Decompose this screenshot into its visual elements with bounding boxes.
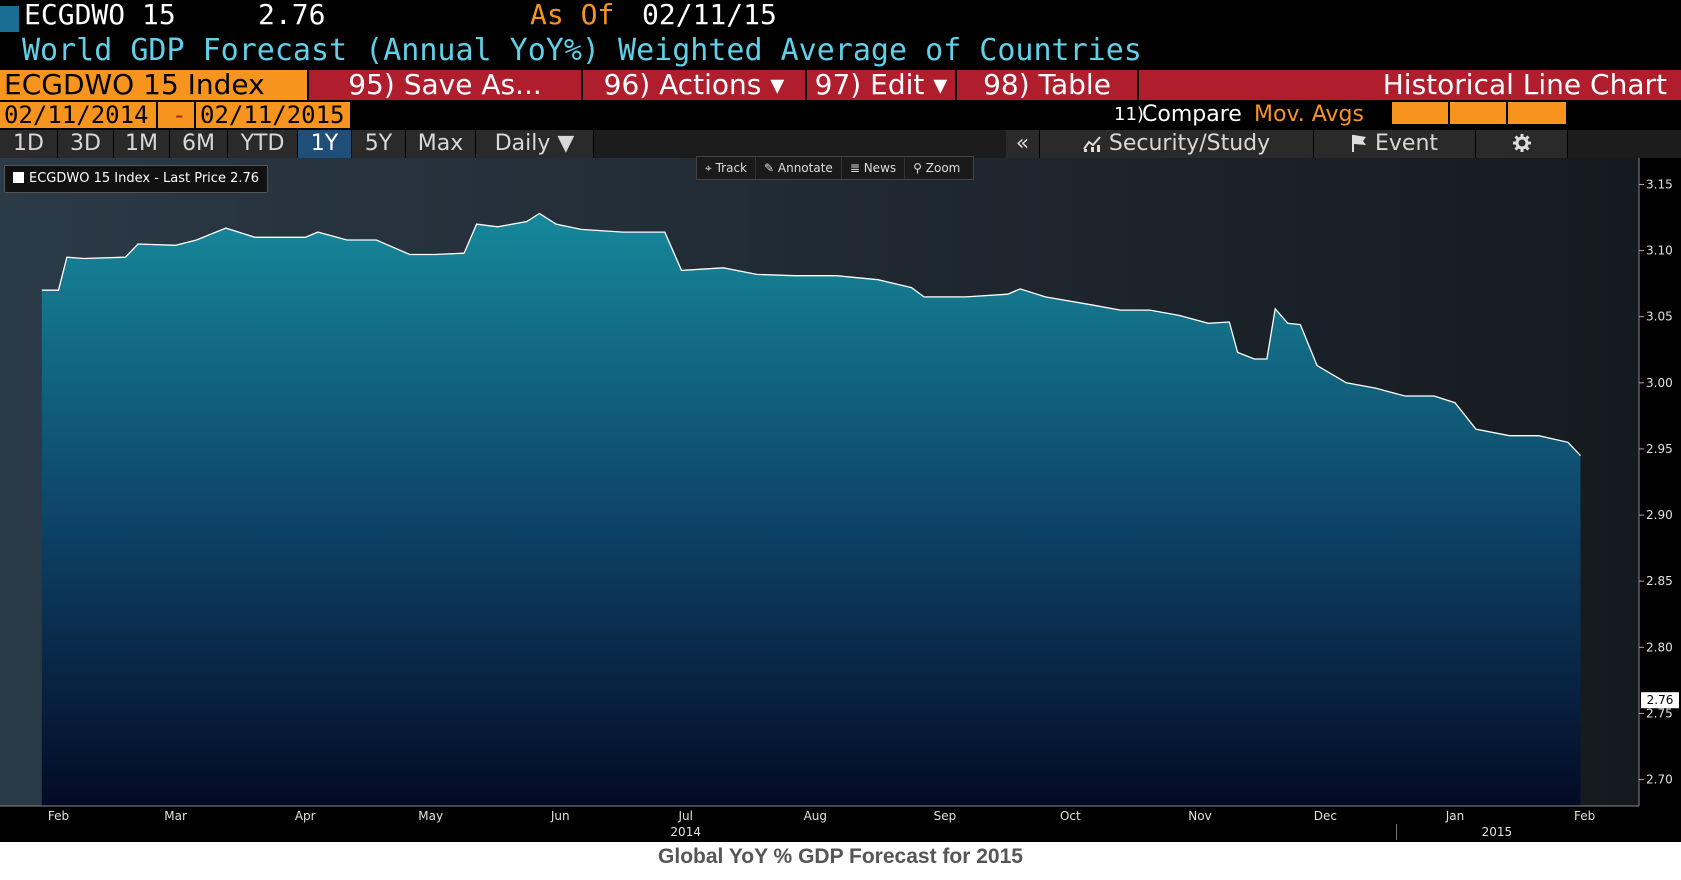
function-toolbar: ECGDWO 15 Index 95) Save As... 96) Actio… (0, 70, 1681, 100)
zoom-label: Zoom (925, 161, 961, 175)
save-as-button[interactable]: 95) Save As... (309, 70, 581, 100)
annotate-label: Annotate (777, 161, 833, 175)
x-tick-label: May (418, 809, 443, 823)
last-price: 2.76 (258, 0, 326, 31)
x-tick-label: Jan (1445, 809, 1465, 823)
tab-1y[interactable]: 1Y (298, 130, 352, 158)
news-button[interactable]: ≣ News (842, 157, 906, 179)
collapse-button[interactable]: « (1006, 130, 1040, 158)
zoom-button[interactable]: ⚲ Zoom (905, 157, 968, 179)
legend-swatch (13, 172, 24, 183)
x-tick-label: Aug (804, 809, 827, 823)
x-tick-label: Apr (295, 809, 316, 823)
table-button[interactable]: 98) Table (957, 70, 1137, 100)
chart-type-label: Historical Line Chart (1139, 70, 1681, 100)
edit-button[interactable]: 97) Edit ▾ (807, 70, 955, 100)
tab-1d[interactable]: 1D (0, 130, 58, 158)
x-tick-label: Dec (1314, 809, 1337, 823)
legend-label: ECGDWO 15 Index - Last Price 2.76 (29, 171, 260, 186)
date-dash: - (158, 102, 194, 128)
end-date-field[interactable]: 02/11/2015 (196, 102, 350, 128)
settings-button[interactable] (1476, 130, 1568, 158)
ticker-header: ECGDWO 15 2.76 As Of 02/11/15 (0, 0, 1681, 34)
security-study-label: Security/Study (1108, 131, 1271, 156)
index-name-field[interactable]: ECGDWO 15 Index (0, 70, 307, 100)
y-tick-label: 2.90 (1646, 508, 1673, 522)
y-tick-label: 2.95 (1646, 442, 1673, 456)
compare-button[interactable]: Compare (1142, 102, 1242, 127)
compare-slot-1[interactable] (1392, 102, 1448, 124)
x-axis-panel (0, 806, 1681, 842)
frequency-dropdown[interactable]: Daily ▼ (476, 130, 594, 158)
y-tick-label: 2.80 (1646, 640, 1673, 654)
event-label: Event (1374, 131, 1439, 156)
tab-5y[interactable]: 5Y (352, 130, 406, 158)
x-tick-label: Nov (1188, 809, 1211, 823)
x-year-label: 2015 (1482, 825, 1513, 839)
figure-caption: Global YoY % GDP Forecast for 2015 (658, 845, 1023, 868)
y-axis-ticks: 3.15 3.10 3.05 3.00 2.95 2.90 2.85 2.80 2.75 2.70 (1639, 177, 1673, 787)
x-tick-label: Oct (1060, 809, 1081, 823)
tab-max[interactable]: Max (406, 130, 476, 158)
x-year-label: 2014 (670, 825, 701, 839)
crosshair-icon: ⌖ (705, 161, 712, 175)
date-range-row: 02/11/2014 - 02/11/2015 11) Compare Mov.… (0, 102, 1681, 128)
flag-icon (1351, 132, 1367, 160)
chart-legend[interactable]: ECGDWO 15 Index - Last Price 2.76 (4, 165, 269, 193)
series-line (41, 212, 1581, 457)
tab-ytd[interactable]: YTD (228, 130, 298, 158)
period-tabs: 1D 3D 1M 6M YTD 1Y 5Y Max Daily ▼ « Secu… (0, 130, 1681, 158)
compare-slot-2[interactable] (1450, 102, 1506, 124)
as-of-date: 02/11/15 (642, 0, 777, 31)
y-tick-label: 3.00 (1646, 376, 1673, 390)
pencil-icon: ✎ (764, 161, 775, 175)
y-tick-label: 3.05 (1646, 310, 1673, 324)
security-description: World GDP Forecast (Annual YoY%) Weighte… (22, 33, 1142, 68)
series-area (41, 213, 1581, 806)
y-tick-label: 2.75 (1646, 706, 1673, 720)
start-date-field[interactable]: 02/11/2014 (0, 102, 156, 128)
x-tick-label: Feb (1574, 809, 1595, 823)
compare-slot-3[interactable] (1508, 102, 1566, 124)
y-tick-label: 3.10 (1646, 244, 1673, 258)
x-tick-label: Sep (934, 809, 957, 823)
track-button[interactable]: ⌖ Track (697, 157, 756, 179)
gear-icon (1512, 132, 1531, 160)
terminal-window: ECGDWO 15 2.76 As Of 02/11/15 World GDP … (0, 0, 1681, 842)
tab-6m[interactable]: 6M (170, 130, 228, 158)
y-tick-label: 2.85 (1646, 574, 1673, 588)
y-tick-label: 3.15 (1646, 177, 1673, 191)
x-axis-ticks: Feb Mar Apr May Jun Jul Aug Sep Oct Nov Dec Jan Feb 2… (48, 809, 1595, 840)
ticker-marker (0, 6, 19, 32)
y-tick-label: 2.70 (1646, 773, 1673, 787)
tab-3d[interactable]: 3D (58, 130, 114, 158)
track-label: Track (715, 161, 747, 175)
last-price-label: 2.76 (1647, 693, 1674, 707)
x-tick-label: Jul (677, 809, 692, 823)
price-chart[interactable]: 3.15 3.10 3.05 3.00 2.95 2.90 2.85 2.80 2.75 2.70… (0, 158, 1681, 842)
mov-avgs-button[interactable]: Mov. Avgs (1254, 102, 1364, 127)
magnifier-icon: ⚲ (913, 161, 922, 175)
event-button[interactable]: Event (1314, 130, 1476, 158)
annotate-button[interactable]: ✎ Annotate (756, 157, 842, 179)
x-tick-label: Mar (164, 809, 187, 823)
security-study-button[interactable]: Security/Study (1040, 130, 1314, 158)
chart-mini-toolbar: ⌖ Track ✎ Annotate ≣ News ⚲ Zoom (696, 156, 974, 180)
compare-prefix: 11) (1114, 104, 1144, 125)
news-icon: ≣ (849, 161, 860, 175)
actions-button[interactable]: 96) Actions ▾ (583, 70, 805, 100)
tab-1m[interactable]: 1M (114, 130, 170, 158)
news-label: News (863, 161, 897, 175)
last-price-marker: 2.76 (1641, 692, 1679, 709)
ticker-symbol: ECGDWO 15 (24, 0, 176, 31)
x-tick-label: Feb (48, 809, 69, 823)
x-tick-label: Jun (550, 809, 570, 823)
as-of-label: As Of (530, 0, 615, 31)
chart-study-icon (1083, 132, 1103, 160)
